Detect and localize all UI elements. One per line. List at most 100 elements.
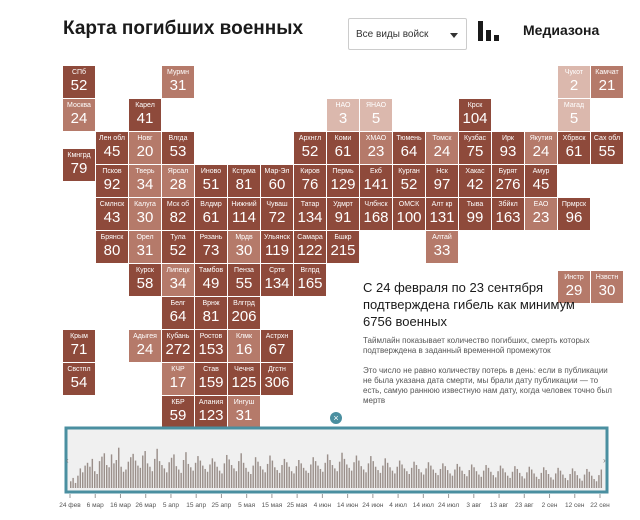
region-cell[interactable]: КБР 59: [162, 396, 194, 428]
region-cell[interactable]: Инстр 29: [558, 270, 590, 303]
deaths-timeline-chart[interactable]: ‹ › 24 фев 6 мар 16 мар 26 мар 5 апр 15 апр 25 а…: [0, 424, 640, 520]
region-value: 71: [70, 341, 88, 358]
region-cell[interactable]: Збйкл 163: [492, 198, 524, 230]
region-cell[interactable]: Тыва 99: [459, 198, 491, 230]
region-cell[interactable]: НАО 3: [327, 99, 359, 131]
region-cell[interactable]: Ульянск 119: [261, 231, 293, 263]
region-cell[interactable]: Алт кр 131: [426, 198, 458, 230]
region-cell[interactable]: Чечня 125: [228, 363, 260, 395]
region-cell[interactable]: Став 159: [195, 363, 227, 395]
region-cell[interactable]: Удмрт 91: [327, 198, 359, 230]
region-cell[interactable]: Псков 92: [96, 165, 128, 197]
region-cell[interactable]: Тула 52: [162, 231, 194, 263]
region-cell[interactable]: Кубань 272: [162, 330, 194, 362]
region-cell[interactable]: Рязань 73: [195, 231, 227, 263]
region-cell[interactable]: Самара 122: [294, 231, 326, 263]
region-cell[interactable]: Ростов 153: [195, 330, 227, 362]
region-cell[interactable]: Крск 104: [459, 99, 491, 131]
region-cell[interactable]: Кмнгрд 79: [63, 148, 95, 181]
region-cell[interactable]: Курган 52: [393, 165, 425, 197]
region-cell[interactable]: Тверь 34: [129, 165, 161, 197]
region-cell[interactable]: Астрхн 67: [261, 330, 293, 362]
region-cell[interactable]: Москва 24: [63, 99, 95, 131]
region-value: 215: [330, 242, 356, 259]
region-name: Крск: [467, 102, 483, 109]
region-cell[interactable]: Томск 24: [426, 132, 458, 164]
region-cell[interactable]: Ярсал 28: [162, 165, 194, 197]
region-cell[interactable]: Камчат 21: [591, 66, 623, 98]
region-cell[interactable]: Алания 123: [195, 396, 227, 428]
region-cell[interactable]: Калуга 30: [129, 198, 161, 230]
region-cell[interactable]: Влггрд 206: [228, 297, 260, 329]
close-icon[interactable]: ×: [330, 412, 342, 424]
region-cell[interactable]: Татар 134: [294, 198, 326, 230]
region-cell[interactable]: Ирк 93: [492, 132, 524, 164]
timeline-bar: [365, 472, 367, 488]
timeline-bar: [161, 465, 163, 488]
region-cell[interactable]: Орел 31: [129, 231, 161, 263]
region-cell[interactable]: Брянск 80: [96, 231, 128, 263]
region-cell[interactable]: Нск 97: [426, 165, 458, 197]
region-cell[interactable]: Мурмн 31: [162, 66, 194, 98]
region-cell[interactable]: Дгстн 306: [261, 363, 293, 395]
region-cell[interactable]: Якутия 24: [525, 132, 557, 164]
region-cell[interactable]: Магад 5: [558, 99, 590, 131]
region-cell[interactable]: Лен обл 45: [96, 132, 128, 164]
region-cell[interactable]: Крым 71: [63, 330, 95, 362]
region-cell[interactable]: Амур 45: [525, 165, 557, 197]
region-cell[interactable]: СПб 52: [63, 66, 95, 98]
region-cell[interactable]: Курск 58: [129, 264, 161, 296]
timeline-bar: [156, 448, 158, 488]
region-cell[interactable]: Чукот 2: [558, 66, 590, 98]
region-cell[interactable]: Мрдв 30: [228, 231, 260, 263]
timeline-bar: [154, 458, 156, 488]
region-cell[interactable]: Екб 141: [360, 165, 392, 197]
region-cell[interactable]: Мар-Эл 60: [261, 165, 293, 197]
region-cell[interactable]: Смлнск 43: [96, 198, 128, 230]
region-cell[interactable]: Липецк 34: [162, 264, 194, 296]
region-cell[interactable]: ХМАО 23: [360, 132, 392, 164]
region-cell[interactable]: Кстрма 81: [228, 165, 260, 197]
region-cell[interactable]: ЕАО 23: [525, 198, 557, 230]
region-cell[interactable]: Тюмень 64: [393, 132, 425, 164]
timeline-bar: [408, 474, 410, 488]
region-cell[interactable]: Киров 76: [294, 165, 326, 197]
region-cell[interactable]: Влдмр 61: [195, 198, 227, 230]
region-cell[interactable]: Тамбов 49: [195, 264, 227, 296]
region-cell[interactable]: Алтай 33: [426, 231, 458, 263]
region-cell[interactable]: Нзвстн 30: [591, 270, 623, 303]
region-cell[interactable]: Новг 20: [129, 132, 161, 164]
region-cell[interactable]: Карел 41: [129, 99, 161, 131]
region-cell[interactable]: Бшкр 215: [327, 231, 359, 263]
region-cell[interactable]: Хакас 42: [459, 165, 491, 197]
region-cell[interactable]: Белг 64: [162, 297, 194, 329]
region-cell[interactable]: Пермь 129: [327, 165, 359, 197]
region-cell[interactable]: Иново 51: [195, 165, 227, 197]
region-cell[interactable]: ЯНАО 5: [360, 99, 392, 131]
region-cell[interactable]: Мск об 82: [162, 198, 194, 230]
region-cell[interactable]: Прмрск 96: [558, 198, 590, 230]
region-cell[interactable]: КЧР 17: [162, 363, 194, 395]
region-cell[interactable]: Клмк 16: [228, 330, 260, 362]
region-cell[interactable]: Сах обл 55: [591, 132, 623, 164]
region-cell[interactable]: Бурят 276: [492, 165, 524, 197]
region-cell[interactable]: ОМСК 100: [393, 198, 425, 230]
region-cell[interactable]: Сртв 134: [261, 264, 293, 296]
region-cell[interactable]: Врнж 81: [195, 297, 227, 329]
region-cell[interactable]: Пенза 55: [228, 264, 260, 296]
x-tick-label: 26 мар: [135, 502, 156, 509]
region-cell[interactable]: Архнгл 52: [294, 132, 326, 164]
region-cell[interactable]: Кузбас 75: [459, 132, 491, 164]
region-cell[interactable]: Вглрд 165: [294, 264, 326, 296]
region-cell[interactable]: Влгда 53: [162, 132, 194, 164]
region-cell[interactable]: Коми 61: [327, 132, 359, 164]
region-cell[interactable]: Ингуш 31: [228, 396, 260, 428]
region-cell[interactable]: Адыгея 24: [129, 330, 161, 362]
region-cell[interactable]: Чуваш 72: [261, 198, 293, 230]
region-cell[interactable]: Члбнск 168: [360, 198, 392, 230]
troops-type-select[interactable]: Все виды войск: [348, 18, 467, 50]
region-value: 73: [202, 242, 220, 259]
region-cell[interactable]: Нижний 114: [228, 198, 260, 230]
region-cell[interactable]: Свстпл 54: [63, 363, 95, 395]
region-cell[interactable]: Хбрвск 61: [558, 132, 590, 164]
